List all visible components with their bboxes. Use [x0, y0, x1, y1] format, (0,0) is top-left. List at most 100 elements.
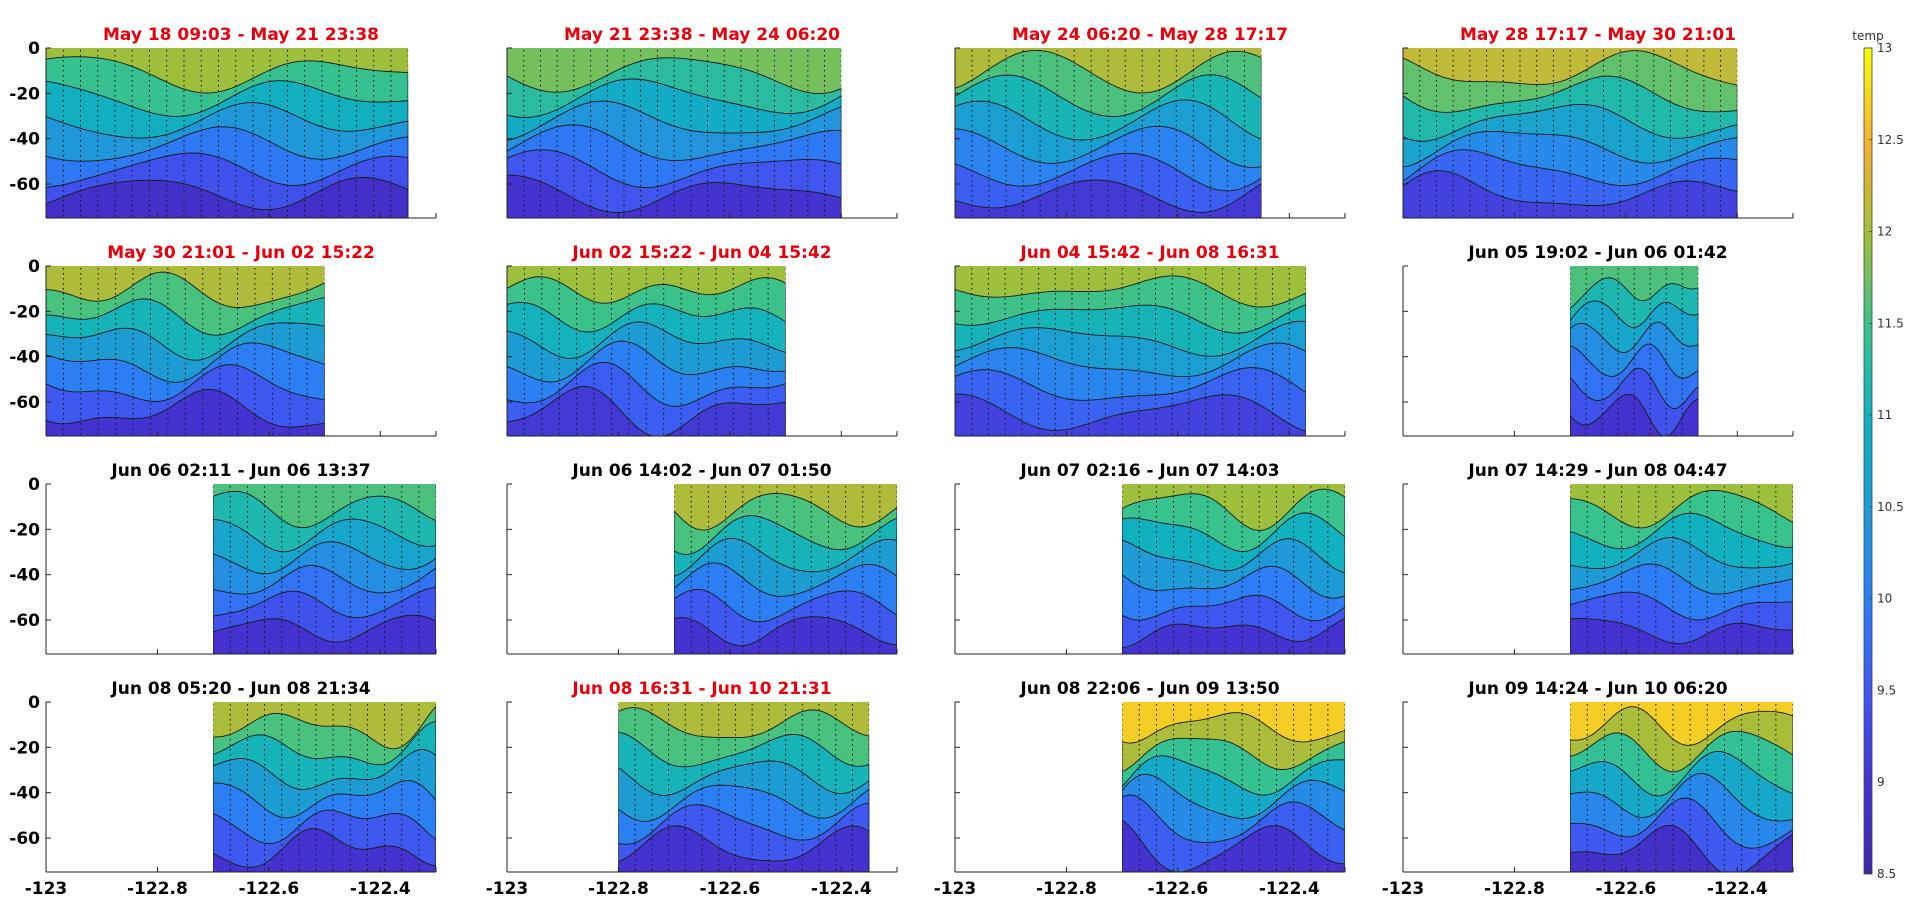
subplot-11: Jun 07 02:16 - Jun 07 14:03 — [954, 461, 1346, 655]
y-tick-label: -60 — [9, 611, 40, 631]
colorbar-tick-label: 9 — [1877, 775, 1885, 789]
contour-field — [507, 48, 842, 218]
subplot-9: Jun 06 02:11 - Jun 06 13:37 0 -20 -40 -60 — [9, 461, 437, 655]
x-tick-label: -122.8 — [588, 879, 649, 899]
subplot-14: Jun 08 16:31 - Jun 10 21:31 -123 -122.8 -12… — [486, 679, 898, 899]
colorbar-tick-label: 9.5 — [1877, 683, 1896, 697]
panels-layer: May 18 09:03 - May 21 23:380-20-40-60May… — [9, 25, 1794, 899]
subplot-title: Jun 08 16:31 - Jun 10 21:31 — [571, 679, 831, 699]
colorbar-ticks: 8.5 9 9.5 10 10.5 11 11.5 12 12.5 13 — [1869, 41, 1904, 881]
subplot-title: Jun 02 15:22 - Jun 04 15:42 — [571, 243, 831, 263]
temperature-band — [1122, 819, 1345, 872]
subplot-3: May 24 06:20 - May 28 17:17 — [954, 25, 1346, 219]
contour-field — [955, 266, 1306, 436]
temperature-band — [955, 393, 1306, 436]
x-tick-label: -122.8 — [1036, 879, 1097, 899]
colorbar-tick-label: 12 — [1877, 225, 1892, 239]
x-tick-label: -122.4 — [350, 879, 411, 899]
subplot-title: Jun 09 14:24 - Jun 10 06:20 — [1467, 679, 1727, 699]
y-tick-label: 0 — [28, 475, 40, 495]
subplot-13: Jun 08 05:20 - Jun 08 21:34 0 -20 -40 -60 -12… — [9, 679, 437, 899]
contour-field — [1570, 266, 1699, 436]
temperature-band — [507, 174, 842, 218]
y-tick-label: -40 — [9, 566, 40, 586]
colorbar-tick-label: 11 — [1877, 408, 1892, 422]
y-tick-label: -60 — [9, 829, 40, 849]
subplot-10: Jun 06 14:02 - Jun 07 01:50 — [506, 461, 898, 655]
temperature-band — [213, 614, 436, 654]
contour-field — [1570, 484, 1793, 654]
x-tick-label: -122.4 — [1707, 879, 1768, 899]
contour-field — [1122, 484, 1345, 654]
temperature-band — [955, 179, 1262, 218]
contour-field — [46, 266, 325, 436]
contour-field — [618, 702, 870, 872]
temperature-band — [618, 825, 870, 872]
colorbar-tick-label: 13 — [1877, 41, 1892, 55]
x-tick-label: -122.8 — [127, 879, 188, 899]
subplot-4: May 28 17:17 - May 30 21:01 — [1402, 25, 1794, 219]
y-tick-label: 0 — [28, 257, 40, 277]
subplot-title: Jun 04 15:42 - Jun 08 16:31 — [1019, 243, 1279, 263]
contour-field — [213, 702, 436, 872]
temperature-band — [46, 177, 409, 218]
colorbar: temp 8.5 9 9.5 10 10.5 11 11.5 12 12.5 13 — [1852, 29, 1903, 881]
subplot-title: May 24 06:20 - May 28 17:17 — [1012, 25, 1288, 45]
colorbar-tick-label: 10.5 — [1877, 500, 1904, 514]
y-tick-label: -20 — [9, 302, 40, 322]
x-tick-label: -122.6 — [699, 879, 760, 899]
subplot-15: Jun 08 22:06 - Jun 09 13:50 -123 -122.8 -12… — [934, 679, 1346, 899]
subplot-5: May 30 21:01 - Jun 02 15:22 0 -20 -40 -60 — [9, 243, 437, 437]
subplot-1: May 18 09:03 - May 21 23:38 0 -20 -40 -60 — [9, 25, 437, 219]
x-tick-label: -123 — [486, 879, 529, 899]
x-tick-label: -123 — [934, 879, 977, 899]
y-tick-label: -20 — [9, 84, 40, 104]
x-tick-label: -122.6 — [1595, 879, 1656, 899]
subplot-6: Jun 02 15:22 - Jun 04 15:42 — [506, 243, 898, 437]
x-tick-label: -123 — [25, 879, 68, 899]
y-tick-label: 0 — [28, 39, 40, 59]
contour-field — [1570, 702, 1793, 872]
subplot-title: Jun 06 02:11 - Jun 06 13:37 — [110, 461, 370, 481]
subplot-title: Jun 05 19:02 - Jun 06 01:42 — [1467, 243, 1727, 263]
colorbar-tick-label: 8.5 — [1877, 867, 1896, 881]
contour-field — [1403, 48, 1738, 218]
colorbar-gradient — [1863, 47, 1873, 875]
contour-field — [1122, 702, 1345, 872]
contour-field — [955, 48, 1262, 218]
subplot-16: Jun 09 14:24 - Jun 10 06:20 -123 -122.8 -12… — [1382, 679, 1794, 899]
colorbar-tick-label: 11.5 — [1877, 316, 1904, 330]
subplot-2: May 21 23:38 - May 24 06:20 — [506, 25, 898, 219]
subplot-title: May 18 09:03 - May 21 23:38 — [103, 25, 379, 45]
temperature-band — [1570, 618, 1793, 654]
contour-field — [46, 48, 409, 218]
subplot-12: Jun 07 14:29 - Jun 08 04:47 — [1402, 461, 1794, 655]
subplot-title: Jun 08 05:20 - Jun 08 21:34 — [110, 679, 370, 699]
contour-field — [213, 484, 436, 654]
subplot-title: Jun 07 02:16 - Jun 07 14:03 — [1019, 461, 1279, 481]
subplot-title: Jun 08 22:06 - Jun 09 13:50 — [1019, 679, 1279, 699]
x-tick-label: -122.4 — [811, 879, 872, 899]
colorbar-tick-label: 10 — [1877, 592, 1892, 606]
y-tick-label: -40 — [9, 130, 40, 150]
y-tick-label: -60 — [9, 175, 40, 195]
x-tick-label: -122.8 — [1484, 879, 1545, 899]
subplot-7: Jun 04 15:42 - Jun 08 16:31 — [954, 243, 1346, 437]
x-tick-label: -122.6 — [1147, 879, 1208, 899]
x-tick-label: -123 — [1382, 879, 1425, 899]
subplot-title: Jun 07 14:29 - Jun 08 04:47 — [1467, 461, 1727, 481]
temperature-band — [213, 828, 436, 872]
x-tick-label: -122.4 — [1259, 879, 1320, 899]
subplot-title: Jun 06 14:02 - Jun 07 01:50 — [571, 461, 831, 481]
subplot-title: May 21 23:38 - May 24 06:20 — [564, 25, 840, 45]
y-tick-label: -20 — [9, 520, 40, 540]
y-tick-label: -60 — [9, 393, 40, 413]
temperature-band — [1570, 393, 1699, 436]
y-tick-label: -40 — [9, 348, 40, 368]
subplot-8: Jun 05 19:02 - Jun 06 01:42 — [1402, 243, 1794, 437]
temperature-band — [1122, 617, 1345, 654]
subplot-title: May 30 21:01 - Jun 02 15:22 — [107, 243, 375, 263]
y-tick-label: 0 — [28, 693, 40, 713]
colorbar-label: temp — [1852, 29, 1883, 43]
